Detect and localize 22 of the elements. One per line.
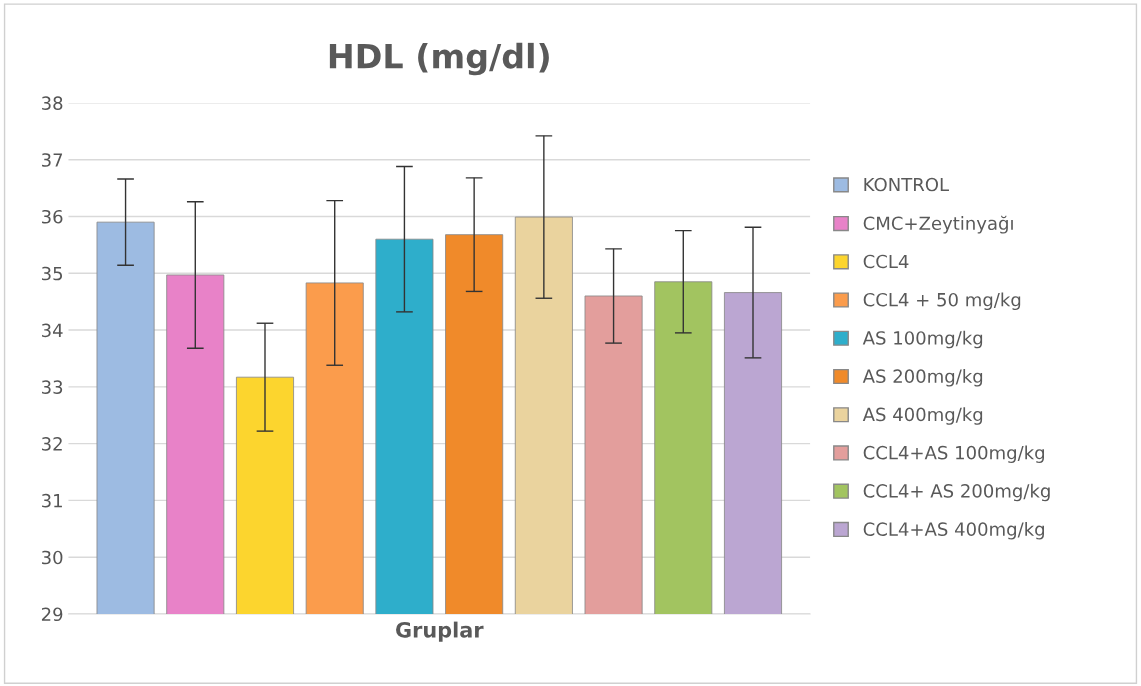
y-tick-label: 34: [42, 323, 63, 338]
y-tick-label: 29: [41, 607, 63, 622]
legend-label: CCL4: [863, 254, 909, 269]
y-tick-label: 30: [42, 550, 63, 565]
y-tick-label: 35: [42, 266, 63, 281]
legend-label: CCL4+AS 100mg/kg: [863, 445, 1044, 463]
y-tick-label: 37: [42, 153, 63, 167]
y-tick-label: 32: [42, 437, 62, 451]
legend-label: CCL4+AS 400mg/kg: [863, 522, 1044, 540]
y-tick-label: 31: [42, 493, 62, 508]
y-tick-label: 33: [42, 380, 63, 394]
x-axis-title: Gruplar: [396, 621, 484, 642]
legend-label: AS 400mg/kg: [862, 407, 983, 425]
chart-title: HDL (mg/dl): [329, 42, 549, 76]
legend-label: AS 100mg/kg: [862, 330, 983, 349]
legend-label: CMC+Zeytinyağı: [863, 215, 1013, 234]
y-tick-label: 38: [42, 96, 63, 111]
legend-label: CCL4+ AS 200mg/kg: [863, 483, 1050, 502]
legend-label: KONTROL: [864, 177, 949, 192]
y-tick-label: 36: [42, 209, 63, 224]
legend-label: CCL4 + 50 mg/kg: [863, 292, 1021, 311]
legend-label: AS 200mg/kg: [862, 369, 983, 387]
